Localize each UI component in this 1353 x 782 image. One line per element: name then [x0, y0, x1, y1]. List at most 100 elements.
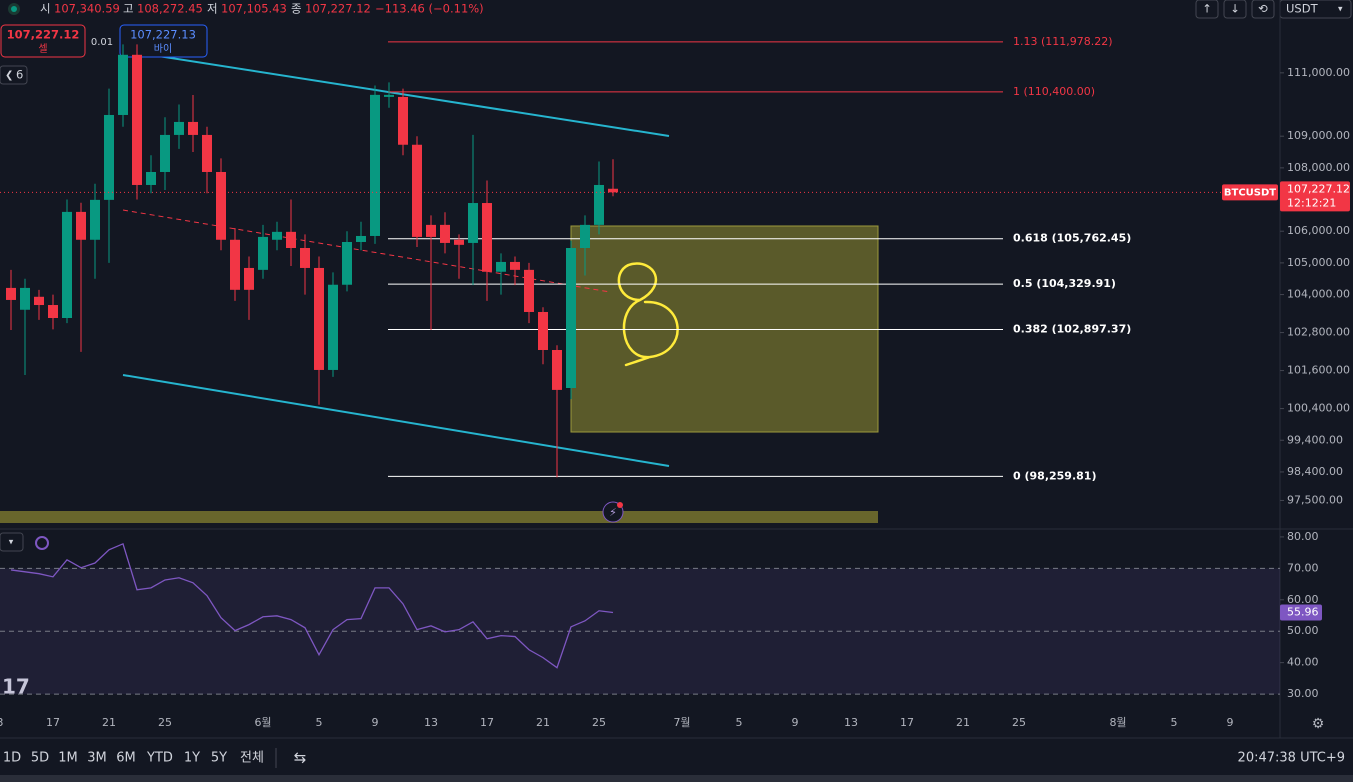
- candle-body: [608, 188, 618, 193]
- candle-body: [90, 199, 100, 240]
- rsi-line: [10, 542, 614, 669]
- logo: 17: [2, 675, 30, 699]
- candle-body: [342, 241, 352, 285]
- range-button[interactable]: 5Y: [211, 751, 227, 766]
- down-icon[interactable]: ↓: [1230, 2, 1240, 16]
- sell-button[interactable]: [0, 24, 86, 58]
- fib-label: 0.382 (102,897.37): [1013, 322, 1131, 335]
- candle-body: [538, 311, 548, 350]
- rsi-last-label: 55.96: [1287, 605, 1319, 618]
- candle-body: [510, 261, 520, 270]
- candle-body: [496, 261, 506, 272]
- time-label: 5: [1171, 716, 1178, 729]
- price-tick-label: 104,000.00: [1287, 288, 1350, 301]
- time-label: 17: [900, 716, 914, 729]
- zone-strip: [0, 511, 878, 523]
- reset-icon[interactable]: ⟲: [1258, 2, 1268, 16]
- range-button[interactable]: 1D: [3, 751, 21, 766]
- rsi-last-tag: [1280, 604, 1322, 621]
- sell-label[interactable]: 셀: [38, 43, 47, 55]
- price-tick-label: 99,400.00: [1287, 433, 1343, 446]
- candle-body: [216, 171, 226, 240]
- rsi-tick-label: 30.00: [1287, 687, 1319, 700]
- candle-body: [258, 236, 268, 270]
- hand-drawn-mark: [617, 262, 679, 367]
- currency-caret[interactable]: ▾: [1338, 5, 1343, 15]
- price-tick-label: 97,500.00: [1287, 493, 1343, 506]
- price-tick-label: 105,000.00: [1287, 256, 1350, 269]
- time-label: 7월: [673, 716, 690, 729]
- candle-body: [468, 203, 478, 243]
- time-label: 13: [844, 716, 858, 729]
- range-button[interactable]: 1M: [58, 751, 78, 766]
- rsi-icon[interactable]: [35, 536, 49, 550]
- range-button[interactable]: 6M: [116, 751, 136, 766]
- alert-bolt[interactable]: ⚡: [609, 506, 617, 519]
- price-tick-label: 108,000.00: [1287, 161, 1350, 174]
- range-button[interactable]: YTD: [146, 751, 173, 766]
- range-button[interactable]: 5D: [31, 751, 49, 766]
- range-button[interactable]: 1Y: [184, 751, 200, 766]
- close-value: 107,227.12: [305, 2, 371, 16]
- alert-badge: [617, 502, 623, 508]
- sell-price[interactable]: 107,227.12: [7, 28, 80, 42]
- indicator-pill[interactable]: [0, 65, 28, 85]
- rsi-chevron[interactable]: ▾: [9, 538, 14, 548]
- candle-body: [328, 284, 338, 370]
- candle-body: [286, 231, 296, 249]
- candle-body: [230, 239, 240, 290]
- price-tick-label: 102,800.00: [1287, 326, 1350, 339]
- rsi-collapse[interactable]: [0, 532, 24, 552]
- date-range-icon[interactable]: ⇆: [294, 749, 307, 767]
- time-label: 6월: [254, 716, 271, 729]
- last-price-label: 107,227.12: [1287, 182, 1350, 195]
- time-label: 25: [1012, 716, 1026, 729]
- candle-body: [188, 121, 198, 135]
- candle-body: [566, 248, 576, 389]
- indicator-chevron[interactable]: ❮: [5, 70, 13, 81]
- candle-body: [524, 269, 534, 312]
- buy-label[interactable]: 바이: [154, 43, 172, 55]
- candle-body: [580, 224, 590, 249]
- channel-upper: [119, 49, 670, 137]
- candle-body: [440, 224, 450, 243]
- time-label: 3: [0, 716, 4, 729]
- range-button[interactable]: 3M: [87, 751, 107, 766]
- candle-body: [20, 287, 30, 310]
- symbol-tag-label: BTCUSDT: [1224, 187, 1276, 198]
- candle-body: [160, 134, 170, 172]
- fib-label: 0.5 (104,329.91): [1013, 277, 1116, 290]
- range-button[interactable]: 전체: [240, 751, 264, 766]
- close-label: 종: [291, 2, 302, 16]
- scroll-down-button[interactable]: [1223, 0, 1247, 19]
- currency[interactable]: USDT: [1286, 2, 1319, 16]
- time-label: 21: [536, 716, 550, 729]
- candle-body: [594, 184, 604, 225]
- scroll-up-button[interactable]: [1195, 0, 1219, 19]
- spread: 0.01: [91, 37, 113, 48]
- trend-dashed: [122, 209, 611, 293]
- clock: 20:47:38 UTC+9: [1238, 751, 1345, 766]
- last-price-tag: [1280, 181, 1350, 212]
- candle-body: [370, 94, 380, 236]
- candle-body: [118, 54, 128, 115]
- buy-price[interactable]: 107,227.13: [130, 28, 196, 42]
- channel-lower: [122, 374, 670, 467]
- candle-body: [552, 349, 562, 390]
- price-tick-label: 111,000.00: [1287, 66, 1350, 79]
- price-tick-label: 101,600.00: [1287, 364, 1350, 377]
- reset-button[interactable]: [1251, 0, 1275, 19]
- up-icon[interactable]: ↑: [1202, 2, 1212, 16]
- rsi-tick-label: 80.00: [1287, 530, 1319, 543]
- time-label: 9: [1227, 716, 1234, 729]
- candle-body: [62, 211, 72, 319]
- time-label: 17: [480, 716, 494, 729]
- candle-body: [454, 239, 464, 245]
- buy-button[interactable]: [119, 24, 208, 58]
- high-label: 고: [123, 2, 134, 16]
- candle-body: [132, 54, 142, 185]
- price-tick-label: 109,000.00: [1287, 129, 1350, 142]
- candle-body: [412, 144, 422, 237]
- indicator-count[interactable]: 6: [16, 68, 23, 82]
- settings-icon[interactable]: ⚙: [1312, 716, 1325, 732]
